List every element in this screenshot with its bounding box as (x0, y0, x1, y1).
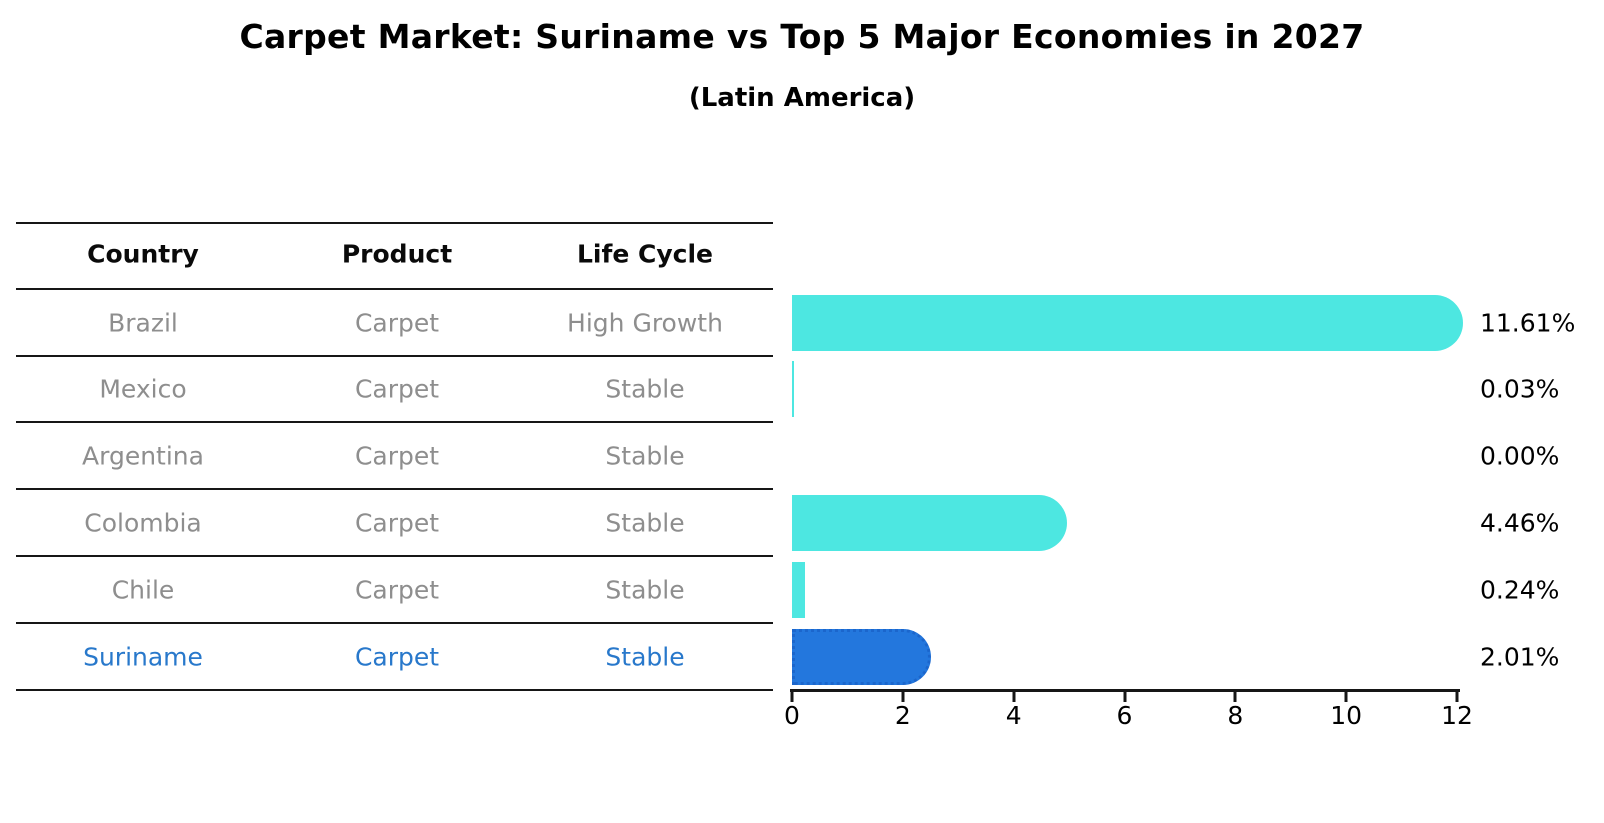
table-grid-line (16, 488, 773, 490)
table-grid-line (16, 555, 773, 557)
x-tick-mark (790, 692, 794, 702)
x-tick-label: 0 (784, 701, 800, 730)
table-grid-line (16, 622, 773, 624)
x-tick-label: 2 (894, 701, 911, 730)
bar-mexico (792, 361, 794, 417)
cell-life-cycle: Stable (605, 575, 685, 604)
value-label-suriname: 2.01% (1480, 642, 1560, 671)
cell-life-cycle: Stable (605, 374, 685, 404)
cell-life-cycle: Stable (605, 441, 685, 470)
column-header-life-cycle: Life Cycle (576, 239, 714, 269)
cell-life-cycle: High Growth (567, 308, 723, 337)
cell-product: Carpet (354, 441, 440, 470)
cell-country: Brazil (108, 308, 178, 337)
cell-country: Argentina (82, 441, 204, 470)
bar-chile (792, 561, 805, 618)
value-label-chile: 0.24% (1480, 575, 1560, 604)
table-grid-line (16, 288, 773, 290)
cell-product: Carpet (354, 508, 440, 537)
x-tick-mark (1012, 692, 1016, 702)
chart-title: Carpet Market: Suriname vs Top 5 Major E… (239, 17, 1365, 56)
cell-product: Carpet (354, 374, 440, 404)
x-tick-mark (901, 692, 905, 702)
x-tick-label: 8 (1227, 701, 1244, 730)
bar-brazil (792, 294, 1463, 351)
cell-product: Carpet (354, 642, 440, 671)
x-tick-label: 4 (1005, 701, 1022, 730)
cell-country: Mexico (99, 374, 187, 404)
x-tick-mark (1344, 692, 1348, 702)
x-tick-label: 6 (1116, 701, 1133, 730)
column-header-country: Country (87, 239, 199, 269)
value-label-colombia: 4.46% (1480, 508, 1560, 537)
table-grid-line (16, 355, 773, 357)
table-grid-line (16, 222, 773, 224)
cell-product: Carpet (354, 308, 440, 337)
cell-life-cycle: Stable (605, 642, 685, 671)
table-grid-line (16, 421, 773, 423)
x-tick-mark (1123, 692, 1126, 702)
cell-product: Carpet (354, 575, 440, 604)
cell-country: Chile (111, 575, 175, 604)
x-tick-label: 12 (1441, 701, 1473, 730)
value-label-brazil: 11.61% (1480, 308, 1576, 337)
chart-subtitle: (Latin America) (688, 83, 916, 113)
x-tick-mark (1233, 692, 1237, 702)
table-grid-line (16, 689, 773, 691)
cell-country: Colombia (84, 508, 202, 537)
bar-colombia (792, 494, 1067, 551)
bar-suriname (792, 628, 931, 685)
cell-life-cycle: Stable (605, 508, 685, 537)
value-label-mexico: 0.03% (1480, 374, 1560, 404)
x-tick-mark (1455, 692, 1459, 702)
cell-country: Suriname (83, 642, 203, 671)
column-header-product: Product (341, 239, 453, 269)
x-tick-label: 10 (1330, 701, 1363, 730)
x-axis-line (790, 689, 1460, 692)
value-label-argentina: 0.00% (1480, 441, 1560, 470)
